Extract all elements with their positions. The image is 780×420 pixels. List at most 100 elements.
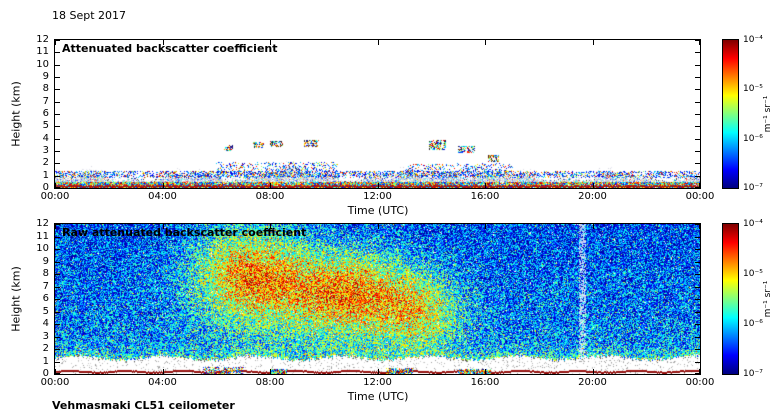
tick-mark bbox=[378, 40, 379, 45]
tick-mark bbox=[270, 40, 271, 45]
raw-colorbar bbox=[722, 223, 739, 375]
tick-mark bbox=[695, 102, 700, 103]
attenuated-heatmap-canvas bbox=[55, 40, 700, 188]
tick-mark bbox=[695, 262, 700, 263]
tick-mark bbox=[163, 224, 164, 229]
tick-mark bbox=[485, 369, 486, 374]
tick-mark bbox=[485, 183, 486, 188]
tick-mark bbox=[695, 89, 700, 90]
tick-mark bbox=[55, 349, 60, 350]
tick-mark bbox=[163, 183, 164, 188]
attenuated-y-axis-label: Height (km) bbox=[9, 81, 23, 147]
tick-mark bbox=[55, 337, 60, 338]
y-tick-label: 0 bbox=[42, 182, 49, 193]
y-tick-label: 2 bbox=[42, 343, 49, 354]
tick-mark bbox=[695, 224, 700, 225]
tick-mark bbox=[695, 151, 700, 152]
tick-mark bbox=[695, 65, 700, 66]
colorbar-tick-label: 10⁻⁶ bbox=[743, 319, 763, 329]
tick-mark bbox=[270, 369, 271, 374]
tick-mark bbox=[55, 89, 60, 90]
attenuated-colorbar-unit-label: m⁻¹ sr⁻¹ bbox=[763, 95, 773, 133]
x-tick-label: 12:00 bbox=[363, 377, 392, 388]
tick-mark bbox=[695, 373, 700, 374]
y-tick-label: 4 bbox=[42, 132, 49, 144]
tick-mark bbox=[55, 52, 60, 53]
x-tick-label: 16:00 bbox=[470, 377, 500, 388]
tick-mark bbox=[695, 312, 700, 313]
tick-mark bbox=[55, 312, 60, 313]
tick-mark bbox=[695, 126, 700, 127]
raw-y-axis-label: Height (km) bbox=[9, 266, 23, 332]
raw-x-axis-label: Time (UTC) bbox=[347, 390, 409, 403]
y-tick-label: 9 bbox=[42, 255, 49, 267]
x-tick-label: 20:00 bbox=[578, 377, 607, 388]
x-tick-label: 00:00 bbox=[685, 377, 715, 388]
tick-mark bbox=[593, 369, 594, 374]
y-tick-label: 11 bbox=[36, 46, 49, 58]
tick-mark bbox=[55, 224, 56, 229]
tick-mark bbox=[695, 249, 700, 250]
tick-mark bbox=[55, 249, 60, 250]
tick-mark bbox=[695, 77, 700, 78]
tick-mark bbox=[378, 369, 379, 374]
y-tick-label: 7 bbox=[42, 280, 49, 292]
tick-mark bbox=[55, 139, 60, 140]
colorbar-tick-label: 10⁻⁶ bbox=[743, 133, 763, 144]
colorbar-tick-label: 10⁻⁵ bbox=[743, 269, 763, 279]
tick-mark bbox=[699, 40, 700, 45]
y-tick-label: 5 bbox=[42, 305, 49, 317]
attenuated-colorbar bbox=[722, 39, 739, 189]
attenuated-panel-title: Attenuated backscatter coefficient bbox=[62, 42, 278, 55]
x-tick-label: 16:00 bbox=[470, 191, 500, 202]
tick-mark bbox=[695, 299, 700, 300]
tick-mark bbox=[485, 224, 486, 229]
tick-mark bbox=[55, 224, 60, 225]
tick-mark bbox=[695, 40, 700, 41]
y-tick-label: 3 bbox=[42, 145, 49, 156]
raw-plot-area: Raw attenuated backscatter coefficient bbox=[54, 223, 701, 375]
tick-mark bbox=[695, 324, 700, 325]
y-tick-label: 6 bbox=[42, 293, 49, 304]
x-tick-label: 12:00 bbox=[363, 191, 392, 202]
y-tick-label: 12 bbox=[36, 218, 49, 229]
tick-mark bbox=[55, 287, 60, 288]
y-tick-label: 0 bbox=[42, 368, 49, 379]
tick-mark bbox=[55, 77, 60, 78]
y-tick-label: 6 bbox=[42, 108, 49, 119]
tick-mark bbox=[55, 65, 60, 66]
tick-mark bbox=[699, 369, 700, 374]
tick-mark bbox=[55, 151, 60, 152]
colorbar-tick-label: 10⁻⁴ bbox=[743, 35, 763, 45]
tick-mark bbox=[695, 139, 700, 140]
tick-mark bbox=[593, 183, 594, 188]
tick-mark bbox=[55, 324, 60, 325]
tick-mark bbox=[55, 102, 60, 103]
tick-mark bbox=[55, 40, 60, 41]
tick-mark bbox=[55, 274, 60, 275]
y-tick-label: 7 bbox=[42, 95, 49, 107]
tick-mark bbox=[55, 237, 60, 238]
tick-mark bbox=[270, 224, 271, 229]
raw-colorbar-unit-label: m⁻¹ sr⁻¹ bbox=[763, 280, 773, 318]
tick-mark bbox=[695, 187, 700, 188]
colorbar-tick-label: 10⁻⁷ bbox=[743, 369, 763, 379]
y-tick-label: 3 bbox=[42, 330, 49, 342]
tick-mark bbox=[55, 299, 60, 300]
tick-mark bbox=[55, 262, 60, 263]
tick-mark bbox=[695, 337, 700, 338]
tick-mark bbox=[378, 183, 379, 188]
tick-mark bbox=[378, 224, 379, 229]
x-tick-label: 04:00 bbox=[148, 377, 177, 388]
attenuated-x-axis-label: Time (UTC) bbox=[347, 204, 409, 217]
tick-mark bbox=[695, 163, 700, 164]
tick-mark bbox=[55, 369, 56, 374]
x-tick-label: 08:00 bbox=[255, 377, 285, 388]
tick-mark bbox=[699, 224, 700, 229]
y-tick-label: 1 bbox=[42, 169, 49, 181]
x-tick-label: 00:00 bbox=[685, 191, 715, 202]
tick-mark bbox=[55, 187, 60, 188]
tick-mark bbox=[163, 369, 164, 374]
raw-panel-title: Raw attenuated backscatter coefficient bbox=[62, 226, 307, 239]
